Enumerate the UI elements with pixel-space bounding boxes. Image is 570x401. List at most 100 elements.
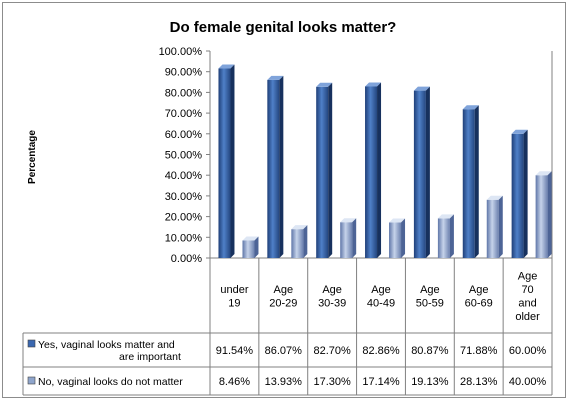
bar-no-1 bbox=[291, 225, 308, 258]
bar-face bbox=[316, 86, 329, 258]
bar-no-2 bbox=[340, 218, 357, 258]
series-name: No, vaginal looks do not matter bbox=[38, 376, 183, 388]
bar-face bbox=[267, 79, 280, 258]
x-category-label-line: older bbox=[515, 311, 540, 323]
bar-side bbox=[230, 64, 235, 258]
bar-yes-3 bbox=[365, 82, 382, 258]
x-category-label-line: Age bbox=[371, 284, 391, 296]
bar-face bbox=[242, 240, 255, 258]
bar-top bbox=[242, 236, 259, 241]
bar-face bbox=[291, 229, 304, 258]
series-name: Yes, vaginal looks matter and are importa… bbox=[38, 339, 181, 363]
bar-face bbox=[218, 68, 231, 258]
series-name-line: No, vaginal looks do not matter bbox=[38, 376, 183, 388]
data-value-label: 91.54% bbox=[216, 345, 254, 357]
bar-face bbox=[535, 175, 548, 258]
data-value-label: 40.00% bbox=[509, 376, 547, 388]
bar-yes-0 bbox=[218, 64, 235, 258]
bar-top bbox=[413, 86, 430, 91]
y-tick-label: 10.00% bbox=[165, 232, 203, 244]
x-category-label: Age 40-49 bbox=[367, 284, 395, 310]
x-category-label-line: and bbox=[518, 297, 536, 309]
bar-top bbox=[267, 75, 284, 80]
y-tick-label: 80.00% bbox=[165, 87, 203, 99]
x-category-label-line: 20-29 bbox=[269, 297, 297, 309]
bar-top bbox=[291, 225, 308, 230]
x-category-label: Age 30-39 bbox=[318, 284, 346, 310]
x-category-label-line: 19 bbox=[228, 297, 240, 309]
bar-yes-5 bbox=[462, 105, 479, 258]
x-category-label-line: 50-59 bbox=[416, 297, 444, 309]
x-category-label-line: Age bbox=[518, 270, 538, 282]
x-category-label-line: 40-49 bbox=[367, 297, 395, 309]
y-tick-label: 70.00% bbox=[165, 108, 203, 120]
x-category-label: Age 20-29 bbox=[269, 284, 297, 310]
bar-no-5 bbox=[486, 195, 503, 258]
chart-title: Do female genital looks matter? bbox=[170, 19, 397, 36]
bar-top bbox=[535, 171, 552, 176]
bar-top bbox=[365, 82, 382, 87]
bar-yes-1 bbox=[267, 75, 284, 258]
bar-side bbox=[425, 86, 430, 259]
x-category-label-line: 70 bbox=[521, 284, 533, 296]
bar-side bbox=[401, 218, 406, 258]
bar-face bbox=[340, 222, 353, 258]
chart-frame: Do female genital looks matter? Percenta… bbox=[2, 2, 566, 398]
x-category-label-line: Age bbox=[273, 284, 293, 296]
y-tick-label: 90.00% bbox=[165, 67, 203, 79]
data-value-label: 86.07% bbox=[265, 345, 303, 357]
bar-face bbox=[462, 109, 475, 258]
bar-face bbox=[511, 133, 524, 258]
x-category-label-line: under bbox=[220, 284, 248, 296]
x-category-label: Age 70 and older bbox=[515, 270, 540, 323]
bar-chart: Do female genital looks matter? Percenta… bbox=[22, 19, 553, 396]
bar-top bbox=[389, 218, 406, 223]
bar-side bbox=[547, 171, 552, 258]
bar-side bbox=[352, 218, 357, 258]
x-category-label: under 19 bbox=[220, 284, 248, 310]
bar-top bbox=[486, 195, 503, 200]
bar-side bbox=[523, 129, 528, 258]
data-value-label: 8.46% bbox=[219, 376, 250, 388]
bar-side bbox=[328, 82, 333, 258]
x-category-label-line: Age bbox=[420, 284, 440, 296]
bars bbox=[218, 64, 552, 259]
y-tick-label: 30.00% bbox=[165, 191, 203, 203]
data-value-label: 19.13% bbox=[411, 376, 449, 388]
series-name-line: Yes, vaginal looks matter and bbox=[38, 339, 175, 351]
y-tick-label: 20.00% bbox=[165, 212, 203, 224]
bar-yes-4 bbox=[413, 86, 430, 259]
y-tick-label: 100.00% bbox=[159, 46, 203, 58]
bar-yes-6 bbox=[511, 129, 528, 258]
bar-side bbox=[279, 75, 284, 258]
bar-side bbox=[303, 225, 308, 258]
bar-side bbox=[449, 214, 454, 258]
bar-side bbox=[498, 195, 503, 258]
bar-face bbox=[389, 222, 402, 258]
bar-top bbox=[340, 218, 357, 223]
bar-side bbox=[474, 105, 479, 258]
legend-key bbox=[27, 339, 36, 348]
bar-yes-2 bbox=[316, 82, 333, 258]
data-value-label: 82.70% bbox=[313, 345, 351, 357]
data-value-label: 17.14% bbox=[362, 376, 400, 388]
bar-face bbox=[365, 86, 378, 258]
data-value-label: 17.30% bbox=[313, 376, 351, 388]
data-value-label: 82.86% bbox=[362, 345, 400, 357]
bar-top bbox=[511, 129, 528, 134]
y-axis-ticks: 0.00% 10.00% 20.00% 30.00% 40.00% 50.00% 60.00… bbox=[159, 46, 210, 265]
x-category-label-line: 30-39 bbox=[318, 297, 346, 309]
data-value-label: 80.87% bbox=[411, 345, 449, 357]
bar-side bbox=[377, 82, 382, 258]
bar-face bbox=[486, 199, 499, 258]
bar-no-3 bbox=[389, 218, 406, 258]
x-category-label: Age 60-69 bbox=[465, 284, 493, 310]
x-category-label-line: Age bbox=[469, 284, 489, 296]
x-category-label: Age 50-59 bbox=[416, 284, 444, 310]
bar-top bbox=[316, 82, 333, 87]
bar-no-6 bbox=[535, 171, 552, 258]
data-value-label: 71.88% bbox=[460, 345, 498, 357]
bar-top bbox=[462, 105, 479, 110]
legend-key bbox=[27, 376, 36, 385]
